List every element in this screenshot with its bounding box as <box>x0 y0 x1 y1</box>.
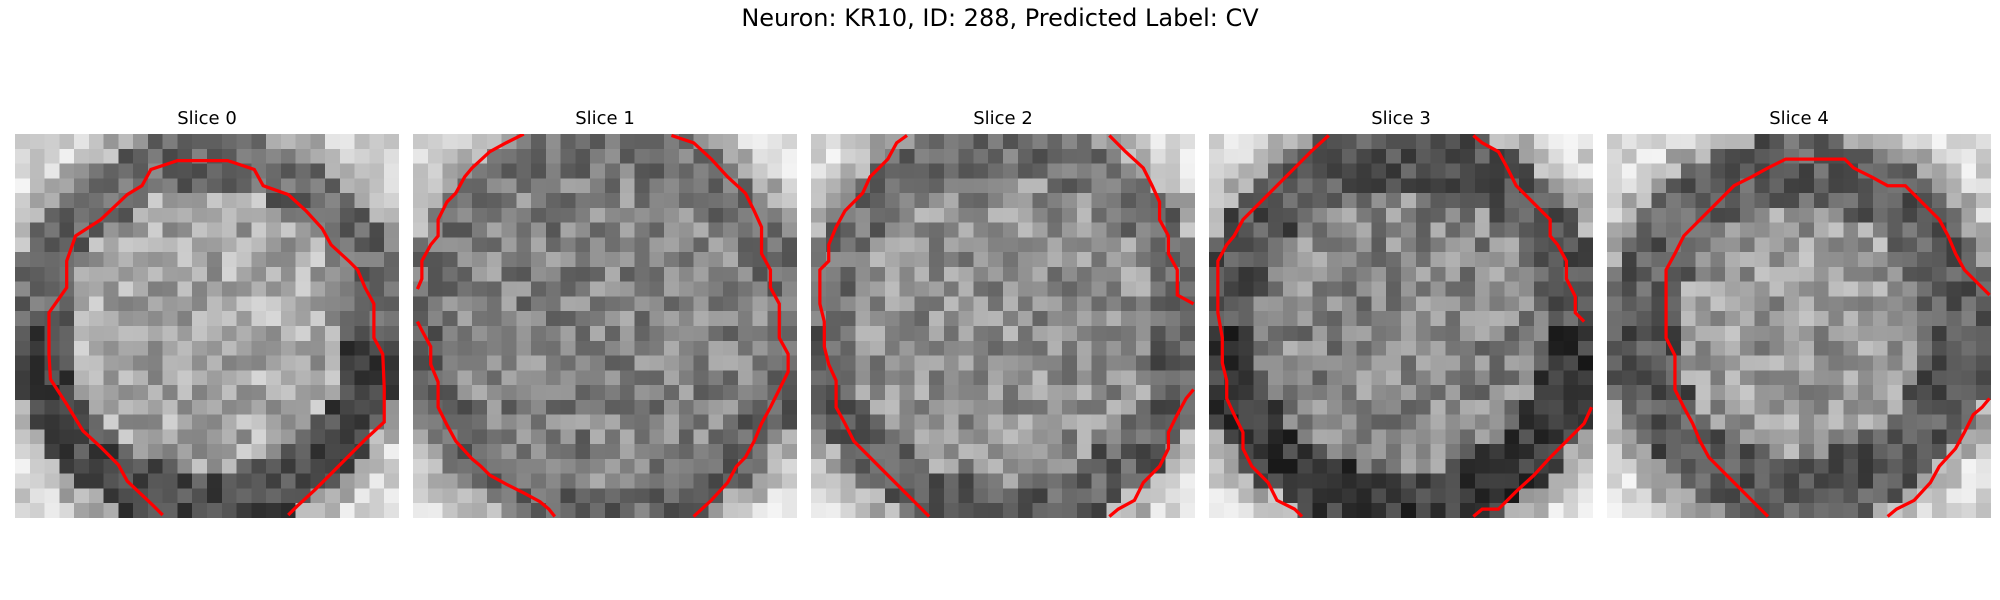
contour-overlay-2 <box>818 134 1195 518</box>
slice-image-0 <box>15 134 399 518</box>
slice-image-1 <box>413 134 797 518</box>
contour-overlay-1 <box>415 134 790 518</box>
slice-image-4 <box>1607 134 1991 518</box>
slice-title-1: Slice 1 <box>575 108 635 129</box>
contour-line-0 <box>47 158 386 517</box>
contour-overlay-0 <box>47 158 386 517</box>
slice-panel-3: Slice 3 <box>1209 104 1593 518</box>
contour-line-2a <box>818 134 931 518</box>
contour-line-4b <box>1886 397 1991 518</box>
contour-line-3b <box>1472 134 1586 323</box>
contour-line-2c <box>1108 388 1195 518</box>
slice-panel-0: Slice 0 <box>15 104 399 518</box>
slice-panel-2: Slice 2 <box>811 104 1195 518</box>
slice-panel-4: Slice 4 <box>1607 104 1991 518</box>
slice-title-3: Slice 3 <box>1371 108 1431 129</box>
slice-title-4: Slice 4 <box>1769 108 1829 129</box>
contour-line-1c <box>670 134 790 518</box>
figure-title: Neuron: KR10, ID: 288, Predicted Label: … <box>741 4 1259 32</box>
contour-overlay-3 <box>1216 134 1593 518</box>
contour-line-4a <box>1664 157 1991 518</box>
contour-line-1b <box>415 320 557 518</box>
contour-line-3a <box>1216 134 1330 518</box>
contour-overlay-4 <box>1664 157 1991 518</box>
contour-line-2b <box>1108 134 1195 306</box>
slice-title-0: Slice 0 <box>177 108 237 129</box>
contour-line-3c <box>1472 406 1593 518</box>
slice-image-2 <box>811 134 1195 518</box>
slice-title-2: Slice 2 <box>973 108 1033 129</box>
contour-line-1a <box>415 134 525 290</box>
slice-panel-1: Slice 1 <box>413 104 797 518</box>
